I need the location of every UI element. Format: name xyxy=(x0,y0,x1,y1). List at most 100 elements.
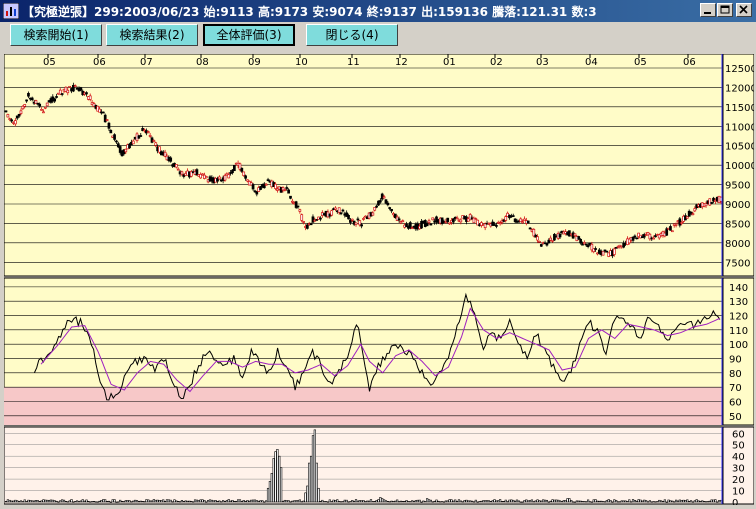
search-results-button[interactable]: 検索結果(2) xyxy=(106,24,198,46)
candle-body xyxy=(506,212,509,217)
volume-bar xyxy=(94,501,97,503)
volume-bar xyxy=(364,501,367,503)
minimize-button[interactable] xyxy=(700,3,716,17)
candle-body xyxy=(305,224,309,229)
candle-body xyxy=(115,140,118,143)
volume-y-tick-label: 0 xyxy=(732,498,738,505)
candle-body xyxy=(393,213,397,219)
candle-body xyxy=(38,103,42,107)
candle-body xyxy=(105,119,109,121)
volume-bar xyxy=(64,501,67,503)
candle-body xyxy=(573,233,577,237)
volume-bar xyxy=(470,500,474,503)
candle-body xyxy=(337,207,341,213)
candle-body xyxy=(448,222,451,225)
volume-bar xyxy=(652,501,655,503)
oscillator-y-tick-label: 130 xyxy=(729,297,748,308)
volume-bar xyxy=(32,500,36,503)
maximize-button[interactable] xyxy=(717,3,733,17)
volume-bar xyxy=(637,499,640,503)
minimize-icon xyxy=(704,12,711,14)
oscillator-y-tick-label: 120 xyxy=(729,312,748,323)
candle-body xyxy=(218,176,221,180)
volume-bar xyxy=(27,499,30,503)
volume-bar xyxy=(587,499,590,503)
candle-body xyxy=(654,235,657,238)
candle-body xyxy=(128,143,131,149)
volume-bar xyxy=(356,500,359,503)
volume-bar xyxy=(452,500,455,503)
volume-bar xyxy=(382,499,386,503)
volume-bar xyxy=(298,499,301,503)
volume-bar xyxy=(87,501,90,503)
volume-bar xyxy=(306,485,309,503)
search-start-button[interactable]: 検索開始(1) xyxy=(10,24,102,46)
candle-body xyxy=(274,183,277,189)
candle-body xyxy=(231,169,234,174)
volume-bar xyxy=(270,473,273,503)
candle-body xyxy=(25,99,28,102)
candle-body xyxy=(480,222,483,226)
volume-bar xyxy=(446,500,449,503)
volume-bar xyxy=(577,500,580,503)
volume-bar xyxy=(160,500,163,503)
candle-body xyxy=(708,198,712,206)
volume-bar xyxy=(686,499,689,503)
volume-bar xyxy=(469,500,472,503)
volume-bar xyxy=(645,500,648,503)
volume-bar xyxy=(474,499,477,503)
candle-body xyxy=(68,85,71,88)
candle-body xyxy=(680,222,684,224)
volume-bar xyxy=(519,501,522,503)
volume-bar xyxy=(18,501,21,503)
volume-bar xyxy=(193,499,197,503)
candle-body xyxy=(577,236,581,240)
chart-svg: 7500800085009000950010000105001100011500… xyxy=(3,53,756,509)
candle-body xyxy=(612,248,616,255)
candle-body xyxy=(266,179,270,182)
volume-bar xyxy=(693,500,696,503)
candle-body xyxy=(614,247,618,249)
candle-body xyxy=(43,106,47,109)
volume-bar xyxy=(77,501,81,503)
close-window-button[interactable]: 閉じる(4) xyxy=(306,24,398,46)
candle-body xyxy=(687,210,691,217)
candle-body xyxy=(483,223,487,229)
candle-body xyxy=(691,213,695,216)
close-icon xyxy=(739,5,748,14)
volume-bar xyxy=(566,498,569,503)
volume-bar xyxy=(147,499,150,503)
title-bar: 【究極逆張】299:2003/06/23 始:9113 高:9173 安:907… xyxy=(0,0,756,22)
candle-body xyxy=(334,207,337,210)
price-y-tick-label: 12000 xyxy=(725,83,754,94)
volume-bar xyxy=(532,501,535,503)
volume-bar xyxy=(276,449,279,503)
volume-bar xyxy=(414,500,418,503)
volume-y-tick-label: 60 xyxy=(732,429,745,440)
close-button[interactable] xyxy=(736,3,752,17)
volume-bar xyxy=(141,501,144,503)
candle-body xyxy=(158,146,161,153)
volume-bar xyxy=(68,500,71,503)
candle-body xyxy=(302,221,305,223)
candle-body xyxy=(169,157,173,162)
candle-body xyxy=(19,110,23,114)
volume-bar xyxy=(156,499,159,503)
candle-body xyxy=(397,218,401,221)
overall-evaluation-button[interactable]: 全体評価(3) xyxy=(203,24,295,46)
price-x-tick-label: 05 xyxy=(634,57,647,68)
volume-bar xyxy=(530,499,534,503)
volume-bar xyxy=(433,500,436,503)
volume-bar xyxy=(631,499,635,503)
candle-body xyxy=(605,250,609,253)
volume-bar xyxy=(607,499,610,503)
candle-body xyxy=(349,219,352,223)
volume-bar xyxy=(521,501,524,503)
volume-bar xyxy=(36,500,39,503)
volume-bar xyxy=(317,487,320,503)
volume-bar xyxy=(497,500,500,503)
candle-body xyxy=(446,217,450,223)
candle-body xyxy=(384,199,388,204)
volume-bar xyxy=(663,499,666,503)
candle-body xyxy=(360,224,363,227)
